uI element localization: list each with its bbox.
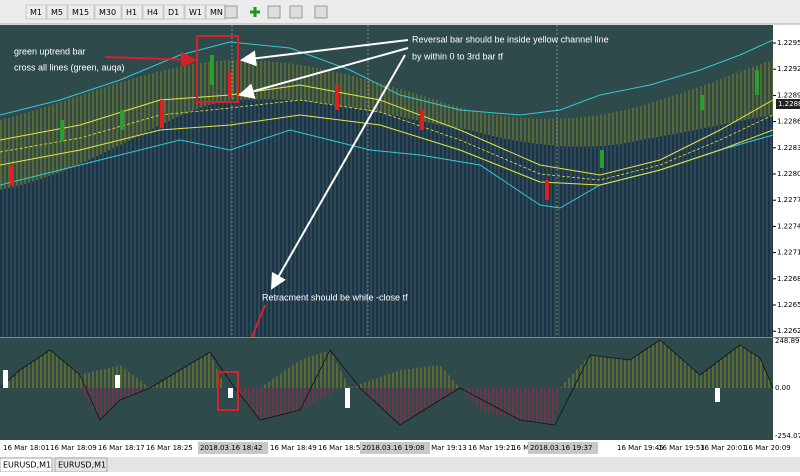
time-label: 16 Mar 18:17 [98, 444, 145, 452]
time-label: 16 Mar 18:01 [3, 444, 50, 452]
time-highlight [198, 442, 268, 454]
annotation: Retracment should be white -close tf [262, 292, 408, 302]
price-label: 1.22775 [777, 196, 800, 204]
price-label: 1.22715 [777, 249, 800, 257]
timeframe-label: D1 [168, 8, 179, 17]
indicator-label: 248.89 [775, 337, 800, 345]
timeframe-label: M1 [30, 8, 42, 17]
price-label: 1.22865 [777, 118, 800, 126]
time-label: 16 Mar 18:57 [318, 444, 365, 452]
price-label: 1.22655 [777, 301, 800, 309]
price-label: 1.22895 [777, 91, 800, 99]
timeframe-button[interactable] [121, 4, 143, 20]
time-label: 2018.03.16 18:42 [200, 444, 262, 452]
timeframe-button[interactable] [184, 4, 206, 20]
timeframe-buttons: M1 M5 M15 M30 H1 H4 D1 W1 MN [25, 4, 227, 20]
toolbar-icons [224, 5, 328, 19]
timeframe-label: H1 [126, 8, 137, 17]
current-price: 1.2288 [778, 100, 800, 108]
time-label: 16 Mar 18:25 [146, 444, 193, 452]
indicator-axis [773, 338, 800, 440]
price-label: 1.22925 [777, 65, 800, 73]
time-label: 16 Mar 20:01 [700, 444, 747, 452]
timeframe-label: MN [210, 8, 223, 17]
time-highlight [360, 442, 430, 454]
timeframe-button[interactable] [46, 4, 68, 20]
white-bars [3, 370, 720, 408]
time-highlight [528, 442, 598, 454]
timeframe-label: M5 [51, 8, 63, 17]
price-axis [773, 25, 800, 337]
price-label: 1.22805 [777, 170, 800, 178]
time-label: 16 Mar 20:09 [744, 444, 791, 452]
timeframe-button[interactable] [25, 4, 47, 20]
timeframe-label: H4 [147, 8, 158, 17]
price-label: 1.22955 [777, 39, 800, 47]
candles [10, 55, 759, 200]
price-label: 1.22685 [777, 275, 800, 283]
time-label: 16 Mar 19:45 [617, 444, 664, 452]
timeframe-button[interactable] [67, 4, 95, 20]
annotation: green uptrend bar [14, 46, 86, 56]
annotation: cross all lines (green, auqa) [14, 62, 125, 72]
tab-label: EURUSD,M1 [3, 461, 51, 470]
time-label: 16 Mar 18:09 [50, 444, 97, 452]
time-label: 16 Mar 19:21 [468, 444, 515, 452]
time-label: 16 Mar 19:13 [420, 444, 467, 452]
indicator-label: -254.07 [775, 432, 800, 440]
highlight-box [196, 35, 239, 103]
timeframe-button[interactable] [94, 4, 122, 20]
time-label: 2018.03.16 19:08 [362, 444, 424, 452]
timeframe-button[interactable] [142, 4, 164, 20]
price-label: 1.22625 [777, 327, 800, 335]
time-label: 16 Mar 19:53 [658, 444, 705, 452]
timeframe-label: M30 [99, 8, 116, 17]
timeframe-label: W1 [189, 8, 202, 17]
tab-label: EURUSD,M1 [58, 461, 106, 470]
timeframe-button[interactable] [163, 4, 185, 20]
indicator-label: 0.00 [775, 384, 791, 392]
annotation: Reversal bar should be inside yellow cha… [412, 34, 609, 44]
time-label: 16 Mar 18:49 [270, 444, 317, 452]
price-label: 1.22745 [777, 222, 800, 230]
annotation: by within 0 to 3rd bar tf [412, 51, 504, 61]
price-label: 1.22835 [777, 144, 800, 152]
current-price-box [776, 99, 800, 109]
tab-bar [0, 457, 800, 472]
timeframe-label: M15 [72, 8, 89, 17]
time-label: 2018.03.16 19:37 [530, 444, 592, 452]
